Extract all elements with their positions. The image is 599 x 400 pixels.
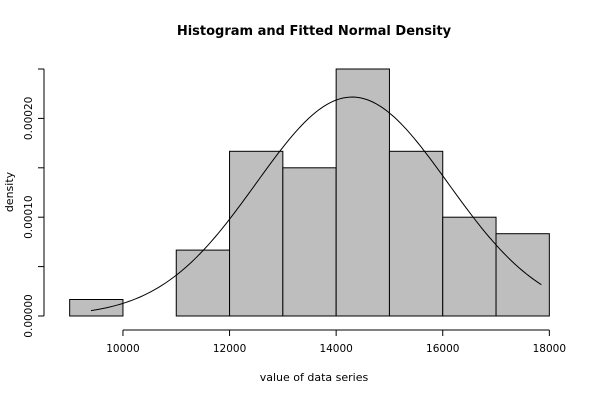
x-tick-label: 14000 xyxy=(319,343,352,355)
fitted-normal-curve-layer xyxy=(90,96,542,312)
chart-title: Histogram and Fitted Normal Density xyxy=(177,24,452,39)
y-axis: 0.00000 0.00010 0.00020 xyxy=(23,68,45,338)
histogram-bar-0 xyxy=(69,299,124,317)
histogram-bar-5 xyxy=(335,68,390,317)
x-tick-label: 16000 xyxy=(426,343,459,355)
y-tick-label: 0.00000 xyxy=(23,294,35,337)
x-tick-label: 12000 xyxy=(213,343,246,355)
x-axis-label: value of data series xyxy=(260,371,369,384)
x-tick-label: 10000 xyxy=(106,343,139,355)
histogram-bar-7 xyxy=(442,216,497,317)
histogram-bars xyxy=(69,68,550,317)
y-axis-label: density xyxy=(3,171,16,212)
histogram-bar-2 xyxy=(175,249,231,317)
y-tick-label: 0.00020 xyxy=(23,97,35,140)
histogram-bar-4 xyxy=(282,167,337,317)
fitted-normal-curve xyxy=(90,96,542,312)
y-tick-label: 0.00010 xyxy=(23,195,35,238)
histogram-bar-3 xyxy=(229,150,284,317)
histogram-bar-6 xyxy=(388,150,444,317)
histogram-bar-8 xyxy=(495,233,550,317)
x-tick-label: 18000 xyxy=(533,343,566,355)
x-axis: 10000 12000 14000 16000 18000 xyxy=(106,329,566,355)
